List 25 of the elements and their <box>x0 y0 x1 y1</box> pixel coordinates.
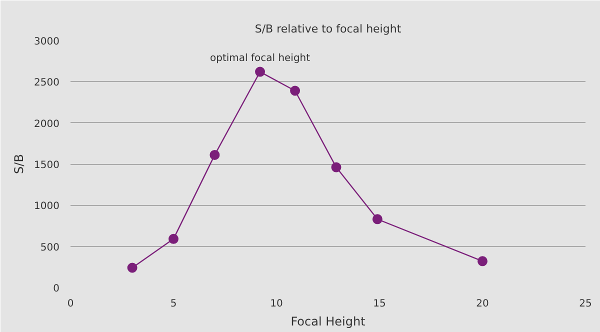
point <box>255 66 266 77</box>
x-axis-title: Focal Height <box>290 314 366 328</box>
y-tick-label: 500 <box>40 242 60 254</box>
y-axis-title: S/B <box>12 154 26 174</box>
x-tick-label: 0 <box>67 298 74 310</box>
chart-title: S/B relative to focal height <box>254 22 402 36</box>
x-tick-label: 5 <box>170 298 177 310</box>
y-tick-label: 1500 <box>34 160 60 171</box>
y-tick-label: 2500 <box>34 78 60 89</box>
point <box>168 234 178 244</box>
x-tick-label: 10 <box>270 298 283 310</box>
annotation: optimal focal height <box>210 52 310 64</box>
point <box>478 256 488 266</box>
point <box>210 150 220 160</box>
point <box>331 162 342 172</box>
point <box>372 214 382 224</box>
point <box>290 86 300 96</box>
y-tick-label: 3000 <box>34 36 60 48</box>
x-tick-label: 25 <box>579 298 592 310</box>
y-tick-label: 2000 <box>34 118 60 130</box>
y-tick-label: 0 <box>53 284 60 294</box>
x-tick-label: 15 <box>373 298 386 310</box>
point <box>127 262 138 273</box>
x-tick-label: 20 <box>476 298 489 310</box>
y-tick-label: 1000 <box>34 201 60 212</box>
